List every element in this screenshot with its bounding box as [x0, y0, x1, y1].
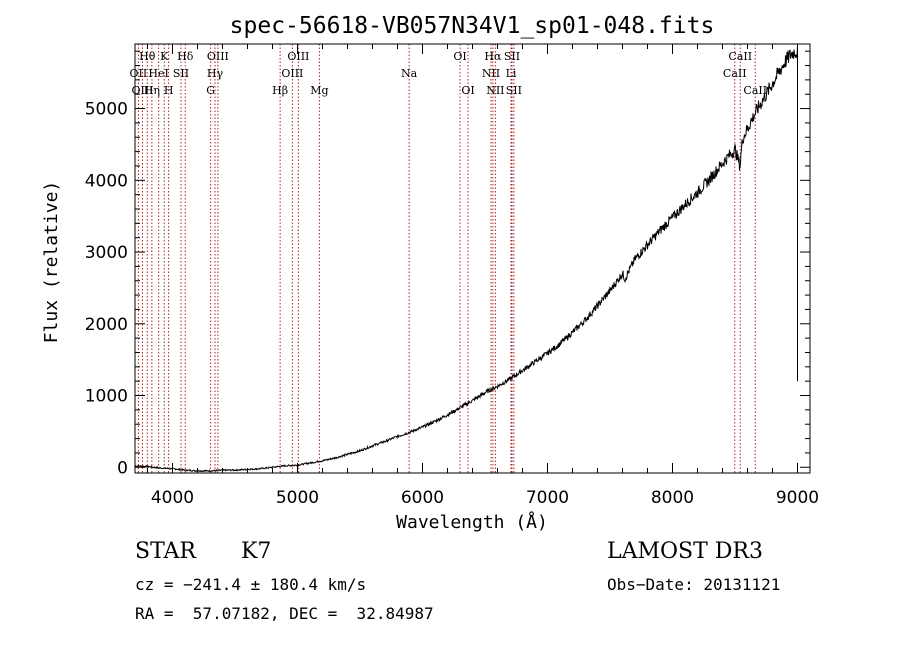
spectral-line-label: NII: [486, 84, 504, 97]
spectral-line-label: OIII: [287, 50, 309, 63]
spectral-line-label: OIII: [207, 50, 229, 63]
spectral-line-label: Hβ: [272, 84, 288, 97]
x-tick-label: 7000: [526, 488, 569, 508]
spectral-line-label: OI: [461, 84, 474, 97]
spectral-line-label: Hα: [484, 50, 502, 63]
y-axis-ticks: 0 1000 2000 3000 4000 5000: [85, 50, 810, 478]
spectral-line-label: HeI: [148, 67, 168, 80]
plot-frame: [134, 43, 811, 474]
spectral-line-label: SII: [504, 50, 520, 63]
chart-title: spec-56618-VB057N34V1_sp01-048.fits: [230, 13, 715, 39]
spectral-line-label: CaII: [728, 50, 752, 63]
x-tick-label: 4000: [151, 488, 194, 508]
x-axis-label: Wavelength (Å): [396, 511, 548, 533]
spectral-line-label: NII: [482, 67, 500, 80]
spectral-line-label: SII: [506, 84, 522, 97]
x-tick-label: 9000: [776, 488, 819, 508]
spectral-line-label: OIII: [281, 67, 303, 80]
spectral-line-label: Hγ: [207, 67, 224, 80]
spectral-line-label: Mg: [310, 84, 328, 97]
spectral-line-label: Na: [401, 67, 418, 80]
spectral-line-label: Li: [506, 67, 517, 80]
survey-name: LAMOST DR3: [607, 539, 763, 564]
y-tick-label: 5000: [85, 100, 128, 120]
spectral-line-label: G: [206, 84, 215, 97]
x-tick-label: 8000: [651, 488, 694, 508]
spectral-line-label: K: [160, 50, 169, 63]
y-tick-label: 4000: [85, 171, 128, 191]
spectral-line-label: OI: [453, 50, 466, 63]
spectrum-line: [135, 45, 798, 473]
y-tick-label: 1000: [85, 387, 128, 407]
spectral-line-label: CaII: [723, 67, 747, 80]
spectral-line-label: H: [164, 84, 174, 97]
sky-coordinates: RA = 57.07182, DEC = 32.84987: [135, 604, 434, 623]
spectral-line-markers: [137, 44, 756, 473]
y-tick-label: 2000: [85, 315, 128, 335]
spectral-line-label: Hθ: [139, 50, 156, 63]
object-subclass: K7: [241, 539, 272, 564]
y-axis-label: Flux (relative): [41, 181, 62, 344]
redshift-velocity: cz = −241.4 ± 180.4 km/s: [135, 575, 367, 594]
spectral-line-label: OII: [130, 67, 148, 80]
observation-date: Obs−Date: 20131121: [607, 575, 781, 594]
y-tick-label: 3000: [85, 243, 128, 263]
x-tick-label: 6000: [401, 488, 444, 508]
spectral-line-label: Hη: [144, 84, 160, 97]
spectral-line-label: Hδ: [177, 50, 194, 63]
spectral-line-label: CaII: [743, 84, 767, 97]
spectral-line-label: SII: [173, 67, 189, 80]
x-axis-ticks: 4000 5000 6000 7000 8000 9000: [147, 44, 819, 508]
object-class: STAR: [135, 539, 196, 564]
x-tick-label: 5000: [276, 488, 319, 508]
y-tick-label: 0: [117, 458, 128, 478]
